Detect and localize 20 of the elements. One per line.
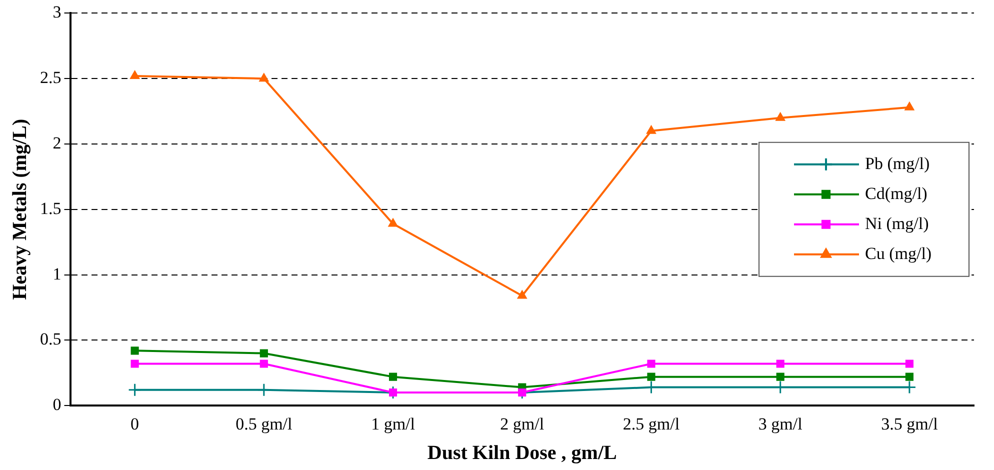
- y-tick-label: 0: [52, 395, 62, 414]
- y-tick-label: 1.5: [40, 198, 62, 218]
- y-axis-title: Heavy Metals (mg/L): [9, 118, 32, 300]
- legend-label: Ni (mg/l): [865, 214, 929, 233]
- legend-label: Cd(mg/l): [865, 184, 928, 203]
- x-tick-label: 0.5 gm/l: [236, 414, 293, 434]
- x-tick-label: 0: [130, 414, 140, 434]
- y-tick-label: 1: [52, 264, 62, 284]
- y-tick-label: 0.5: [40, 330, 62, 349]
- legend-label: Pb (mg/l): [865, 154, 930, 173]
- legend-label: Cu (mg/l): [865, 244, 932, 263]
- x-tick-label: 2 gm/l: [500, 414, 544, 434]
- x-tick-label: 3 gm/l: [758, 414, 803, 434]
- y-tick-label: 3: [52, 2, 62, 22]
- x-tick-label: 1 gm/l: [371, 414, 416, 434]
- x-axis-title: Dust Kiln Dose , gm/L: [427, 442, 617, 464]
- x-tick-label: 3.5 gm/l: [881, 414, 938, 434]
- y-tick-label: 2: [52, 133, 62, 152]
- x-tick-label: 2.5 gm/l: [622, 414, 680, 434]
- y-tick-label: 2.5: [40, 68, 62, 88]
